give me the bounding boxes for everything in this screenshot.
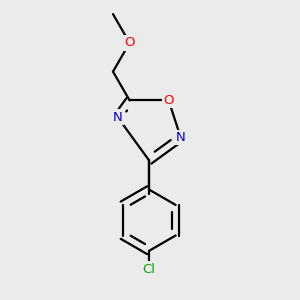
Text: O: O [124,36,135,50]
Text: O: O [164,94,174,107]
Text: N: N [113,110,122,124]
Text: Cl: Cl [142,262,156,276]
Text: N: N [176,131,186,144]
